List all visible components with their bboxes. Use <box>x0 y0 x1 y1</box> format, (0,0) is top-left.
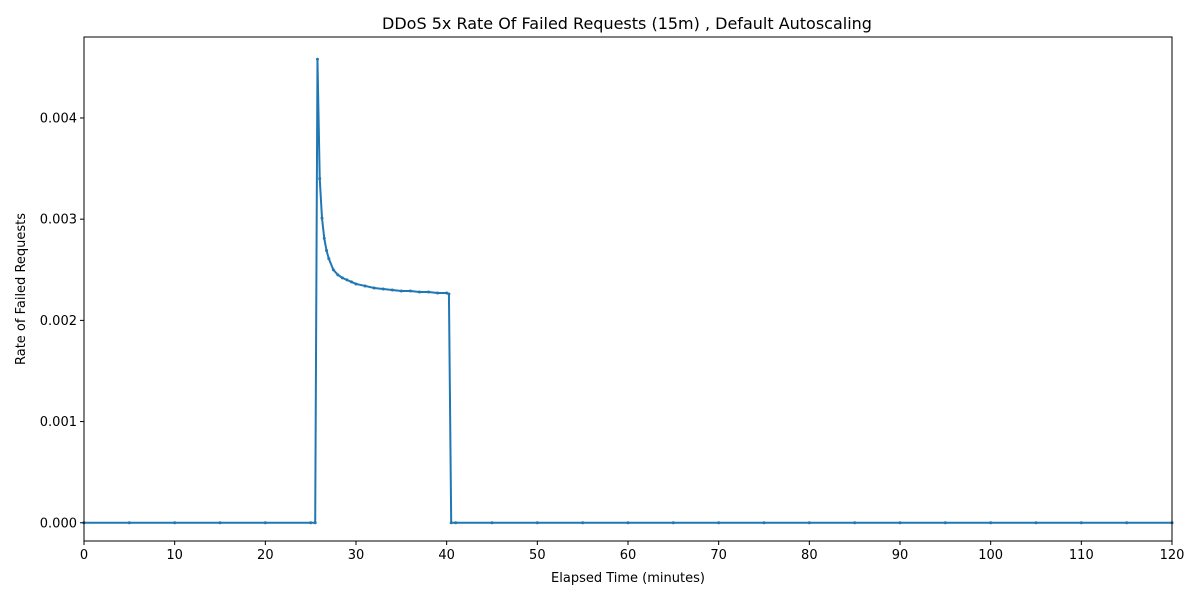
data-point <box>318 177 322 181</box>
data-point <box>315 57 319 61</box>
data-point <box>535 521 539 525</box>
data-point <box>417 290 421 294</box>
data-point <box>717 521 721 525</box>
data-point <box>218 521 222 525</box>
y-axis-label: Rate of Failed Requests <box>14 213 29 365</box>
y-tick-label: 0.000 <box>40 516 77 531</box>
data-point <box>309 521 313 525</box>
x-tick-label: 120 <box>1160 548 1185 563</box>
data-point <box>581 521 585 525</box>
x-tick-label: 0 <box>80 548 88 563</box>
data-point <box>1079 521 1083 525</box>
data-point <box>626 521 630 525</box>
chart-title: DDoS 5x Rate Of Failed Requests (15m) , … <box>382 14 872 33</box>
x-tick-label: 90 <box>892 548 909 563</box>
data-point <box>331 268 335 272</box>
data-point <box>320 216 324 220</box>
data-point <box>390 288 394 292</box>
x-axis-label: Elapsed Time (minutes) <box>551 571 705 586</box>
x-tick-label: 110 <box>1069 548 1094 563</box>
data-point <box>349 280 353 284</box>
data-point <box>447 292 451 296</box>
data-point <box>372 286 376 290</box>
data-point <box>762 521 766 525</box>
data-point <box>454 521 458 525</box>
y-tick-label: 0.004 <box>40 111 77 126</box>
data-point <box>340 276 344 280</box>
y-tick-label: 0.002 <box>40 314 77 329</box>
data-point <box>898 521 902 525</box>
x-tick-label: 60 <box>620 548 637 563</box>
data-point <box>436 291 440 295</box>
x-tick-label: 30 <box>348 548 365 563</box>
data-point <box>853 521 857 525</box>
data-point <box>325 249 329 253</box>
data-point <box>173 521 177 525</box>
data-point <box>127 521 131 525</box>
data-point <box>399 289 403 293</box>
x-tick-label: 20 <box>257 548 274 563</box>
data-point <box>989 521 993 525</box>
y-tick-label: 0.001 <box>40 415 77 430</box>
data-point <box>1034 521 1038 525</box>
data-point <box>336 273 340 277</box>
x-tick-label: 10 <box>166 548 183 563</box>
plot-frame <box>83 36 1173 542</box>
data-point <box>807 521 811 525</box>
data-point <box>263 521 267 525</box>
data-point <box>1125 521 1129 525</box>
data-point <box>490 521 494 525</box>
data-point <box>327 257 331 261</box>
plot-area <box>82 57 1174 525</box>
x-tick-label: 40 <box>438 548 455 563</box>
y-tick-label: 0.003 <box>40 213 77 228</box>
x-tick-label: 100 <box>978 548 1003 563</box>
y-axis: 0.000 0.001 0.002 0.003 0.004 <box>40 111 84 531</box>
x-axis: 0 10 20 30 40 50 60 70 80 90 100 110 120 <box>80 541 1185 563</box>
x-tick-label: 50 <box>529 548 546 563</box>
data-point <box>313 521 317 525</box>
x-tick-label: 70 <box>710 548 727 563</box>
data-point <box>427 290 431 294</box>
data-point <box>943 521 947 525</box>
data-point <box>671 521 675 525</box>
data-point <box>363 284 367 288</box>
data-point <box>449 521 453 525</box>
data-point <box>408 289 412 293</box>
data-point <box>345 278 349 282</box>
data-point <box>381 287 385 291</box>
data-point <box>354 282 358 286</box>
series-line <box>84 58 1172 524</box>
data-point <box>445 291 449 295</box>
x-tick-label: 80 <box>801 548 818 563</box>
data-point <box>322 236 326 240</box>
